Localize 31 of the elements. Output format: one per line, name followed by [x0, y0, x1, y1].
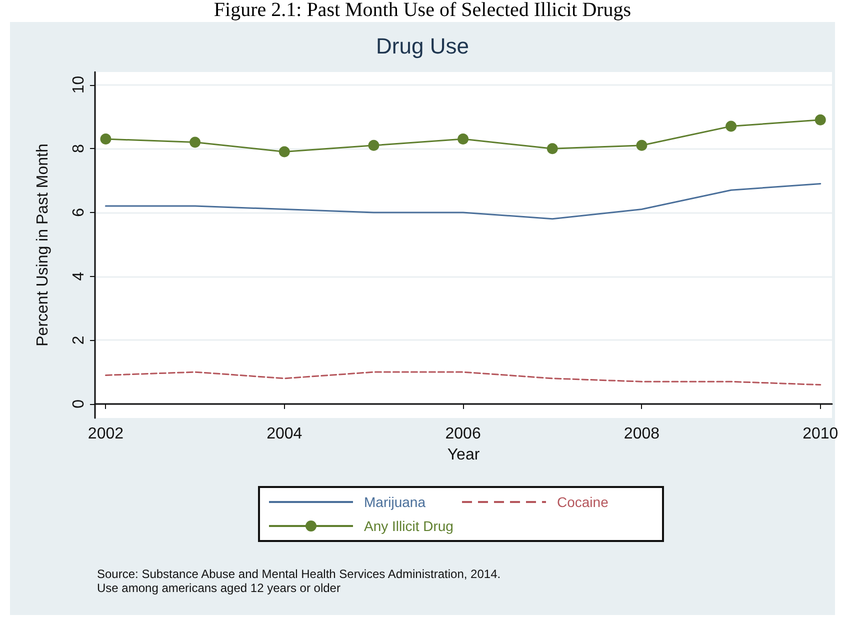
x-tick-label: 2004: [266, 426, 302, 442]
y-tick-label: 8: [70, 144, 88, 154]
point: [458, 134, 469, 145]
x-axis-title: Year: [447, 446, 480, 464]
y-axis-title: Percent Using in Past Month: [34, 144, 52, 346]
caption: Figure 2.1: Past Month Use of Selected Illicit Drugs: [214, 0, 632, 21]
point: [368, 140, 380, 151]
point: [814, 114, 826, 126]
y-tick-label: 10: [70, 76, 88, 94]
x-tick-label: 2008: [624, 426, 660, 442]
point: [546, 143, 558, 154]
text: Use among americans aged 12 years or older: [97, 581, 340, 595]
point: [190, 136, 201, 148]
text: Any Illicit Drug: [364, 518, 454, 534]
y-tick-label: 4: [70, 272, 88, 281]
y-tick-label: 2: [70, 336, 88, 345]
x-tick-label: 2006: [445, 426, 481, 442]
x-tick-label: 2002: [88, 426, 124, 442]
text: Marijuana: [364, 494, 426, 510]
x-tick-label: 2010: [802, 426, 838, 442]
point: [726, 120, 737, 132]
y-tick-label: 6: [70, 208, 88, 217]
chart-title: Drug Use: [376, 34, 469, 58]
source-note: Source: Substance Abuse and Mental Health Services Administration, 2014.: [97, 567, 501, 581]
point: [100, 134, 112, 145]
text: Cocaine: [557, 494, 608, 510]
point: [278, 146, 290, 158]
line-series: [104, 182, 822, 220]
point: [636, 140, 648, 151]
line-series: [104, 371, 822, 386]
y-tick-label: 0: [70, 399, 88, 408]
